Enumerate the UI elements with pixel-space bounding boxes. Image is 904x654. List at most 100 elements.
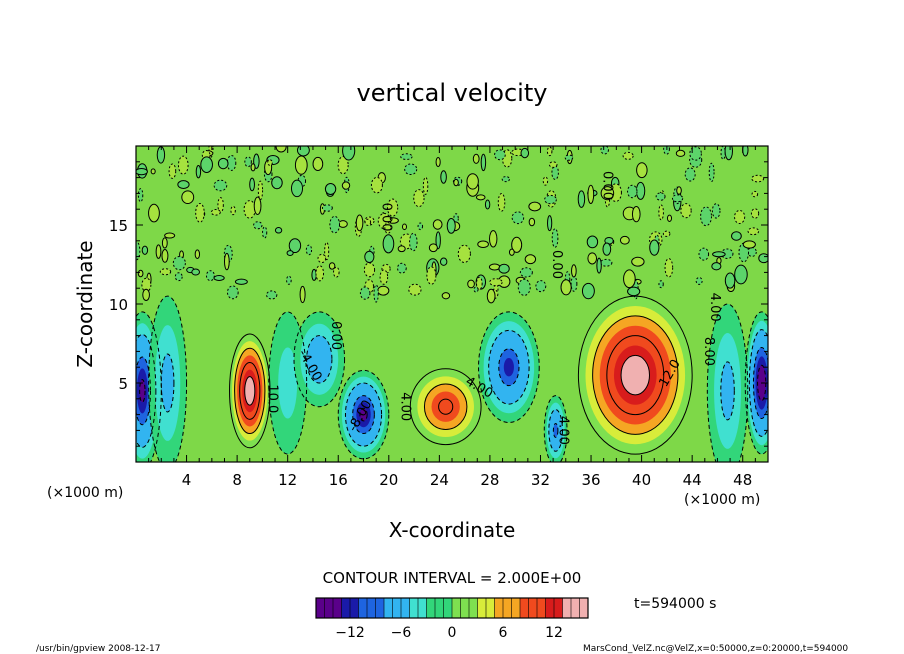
noise-contour (596, 257, 602, 274)
noise-contour (750, 208, 760, 219)
heatmap-band (628, 365, 643, 385)
x-tick-label: 24 (430, 471, 449, 489)
noise-contour (413, 189, 425, 208)
noise-contour (181, 190, 195, 205)
noise-contour (417, 222, 424, 231)
heatmap-band (553, 423, 558, 438)
noise-contour (467, 279, 475, 289)
noise-contour (328, 262, 336, 270)
colorbar-frame (315, 597, 589, 619)
colorbar-segment (477, 598, 487, 618)
noise-contour (711, 262, 722, 271)
noise-contour (700, 206, 712, 227)
contour-label: 0.00 (378, 203, 393, 232)
heatmap-feature (148, 296, 187, 462)
noise-contour (570, 275, 578, 292)
x-tick-label: 20 (379, 471, 398, 489)
noise-contour (751, 174, 765, 183)
noise-contour (191, 268, 200, 276)
heatmap-feature (578, 296, 693, 455)
noise-contour (213, 179, 228, 192)
contour-line (359, 407, 368, 422)
heatmap-band (161, 354, 174, 412)
noise-contour (226, 154, 237, 171)
colorbar-tick-label: −6 (391, 625, 412, 641)
noise-contour (662, 230, 671, 237)
heatmap-band (278, 347, 298, 419)
noise-contour (217, 157, 229, 170)
noise-contour (501, 176, 510, 183)
noise-contour (386, 198, 399, 217)
contour-line (620, 354, 651, 396)
noise-contour (528, 201, 542, 212)
colorbar-segment (426, 598, 436, 618)
heatmap-band (247, 383, 253, 399)
contour-label: 4.00 (707, 293, 722, 322)
noise-contour (711, 203, 721, 219)
x-tick-label: 32 (531, 471, 550, 489)
noise-contour (484, 199, 491, 210)
noise-contour (600, 146, 609, 155)
noise-contour (195, 202, 205, 223)
noise-contour (312, 156, 324, 172)
noise-contour (333, 266, 340, 278)
noise-contour (200, 156, 213, 173)
contour-line (488, 329, 530, 405)
colorbar-segment (494, 598, 504, 618)
noise-contour (422, 176, 429, 195)
noise-contour (226, 285, 239, 300)
heatmap-band (139, 379, 146, 403)
noise-contour (161, 237, 168, 249)
noise-contour (136, 167, 148, 176)
plot-area: 0.00-4.004.00-8.004.0010.012.08.004.000.… (135, 145, 769, 463)
noise-contour (137, 188, 144, 203)
noise-contour (305, 244, 313, 256)
colorbar-segment (443, 598, 453, 618)
noise-contour (159, 268, 172, 276)
noise-contour (299, 285, 306, 304)
x-tick-label: 28 (480, 471, 499, 489)
noise-contour (475, 194, 486, 201)
contour-line (423, 383, 468, 430)
contour-line (498, 348, 520, 387)
noise-contour (511, 211, 525, 225)
contour-line (148, 295, 188, 462)
x-tick-label: 48 (733, 471, 752, 489)
noise-contour (137, 269, 144, 278)
noise-contour (489, 278, 503, 287)
noise-contour (266, 290, 278, 300)
noise-contour (439, 257, 448, 266)
contour-line (229, 333, 271, 449)
noise-contour (586, 235, 599, 249)
colorbar-tick-label: 6 (499, 625, 508, 641)
noise-contour (731, 231, 742, 241)
noise-contour (290, 179, 304, 198)
noise-contour (457, 244, 471, 263)
contour-line (478, 311, 540, 424)
noise-contour (271, 176, 283, 190)
contour-line (234, 347, 266, 435)
noise-contour (535, 280, 547, 293)
noise-contour (377, 285, 390, 296)
noise-contour (379, 269, 389, 285)
colorbar-segment (562, 598, 572, 618)
contour-line (139, 379, 146, 403)
y-tick-label: 5 (118, 375, 128, 393)
noise-contour (498, 263, 510, 274)
contour-label: 4.00 (555, 416, 570, 445)
colorbar-segment (358, 598, 368, 618)
x-tick-label: 36 (581, 471, 600, 489)
contour-line (543, 395, 568, 462)
x-tick-label: 16 (329, 471, 348, 489)
x-axis-label: X-coordinate (389, 518, 516, 542)
contour-label: 10.0 (265, 384, 280, 413)
heatmap-feature (707, 304, 748, 462)
colorbar-segment (333, 598, 342, 618)
noise-contour (426, 266, 437, 285)
noise-contour (194, 249, 201, 260)
x-tick-label: 4 (182, 471, 192, 489)
contour-line (136, 311, 162, 462)
noise-contour (519, 267, 533, 278)
noise-contour (542, 176, 549, 186)
noise-contour (548, 161, 558, 168)
